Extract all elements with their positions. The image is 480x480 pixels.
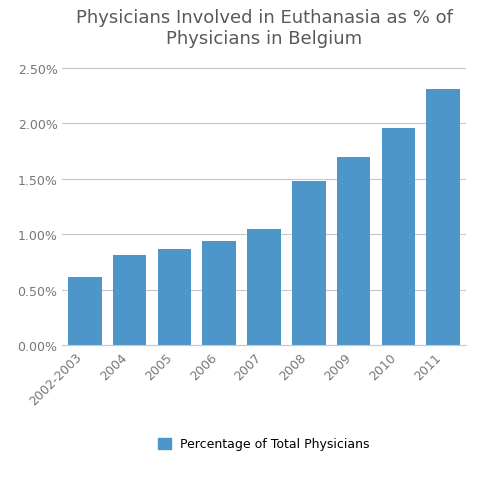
Bar xyxy=(292,181,325,346)
Bar xyxy=(203,241,236,346)
Bar xyxy=(426,90,460,346)
Title: Physicians Involved in Euthanasia as % of
Physicians in Belgium: Physicians Involved in Euthanasia as % o… xyxy=(75,9,453,48)
Legend: Percentage of Total Physicians: Percentage of Total Physicians xyxy=(153,432,375,456)
Bar xyxy=(382,129,415,346)
Bar xyxy=(68,277,102,346)
Bar xyxy=(337,157,371,346)
Bar xyxy=(113,256,146,346)
Bar xyxy=(247,229,281,346)
Bar xyxy=(157,249,191,346)
